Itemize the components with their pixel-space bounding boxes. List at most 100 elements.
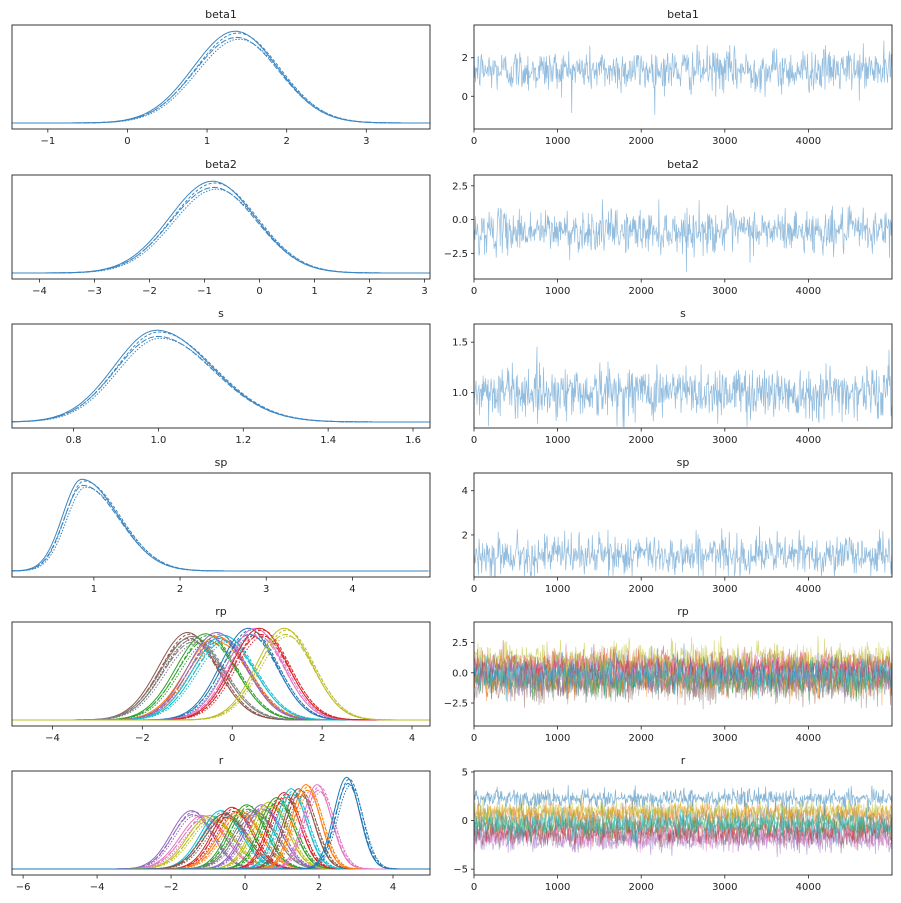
- xtick-label: 2000: [628, 733, 653, 744]
- plot-area: [12, 180, 430, 274]
- axes-frame: [11, 770, 431, 876]
- density-line: [12, 480, 430, 572]
- xtick-label: 2000: [628, 286, 653, 297]
- axes-frame: [473, 24, 893, 130]
- trace-line: [474, 656, 892, 704]
- xtick-label: 4000: [796, 136, 821, 147]
- xtick-label: 0: [124, 136, 130, 147]
- ytick-label: 5: [462, 767, 468, 778]
- ytick-label: 2.5: [452, 181, 468, 192]
- xtick-label: 3: [363, 136, 369, 147]
- xtick-label: 4000: [796, 286, 821, 297]
- axes-frame: [11, 174, 431, 280]
- xtick-label: 3000: [712, 733, 737, 744]
- ytick-label: 2: [462, 530, 468, 541]
- xtick-label: −2: [164, 882, 179, 893]
- xtick-label: 1000: [545, 882, 570, 893]
- xtick-label: −2: [142, 286, 157, 297]
- ytick-label: −2.5: [444, 249, 468, 260]
- panel-trace-rp: rp −2.5 0.0 2.5 0 1000 2000 3000 4000: [444, 605, 893, 744]
- xtick-label: 1.6: [405, 435, 421, 446]
- panel-density-beta2: beta2 −4 −3 −2 −1 0 1 2 3: [11, 158, 431, 297]
- xtick-label: 3000: [712, 136, 737, 147]
- plot-area: [12, 329, 430, 423]
- panel-trace-beta1: beta1 0 2 0 1000 2000 3000 4000: [462, 8, 893, 147]
- trace-line: [474, 526, 892, 577]
- panel-title: sp: [215, 456, 228, 469]
- panel-title: beta1: [205, 8, 237, 21]
- density-line: [12, 637, 430, 721]
- panel-trace-sp: sp 2 4 0 1000 2000 3000 4000: [462, 456, 893, 595]
- trace-line: [474, 785, 892, 816]
- panel-title: beta1: [667, 8, 699, 21]
- trace-line: [474, 40, 892, 115]
- xtick-label: 0: [471, 435, 477, 446]
- xtick-label: 4: [409, 733, 415, 744]
- density-line: [13, 639, 430, 721]
- xtick-label: 2000: [628, 584, 653, 595]
- density-line: [12, 335, 430, 423]
- xtick-label: 3: [421, 286, 427, 297]
- xtick-label: 4000: [796, 733, 821, 744]
- plot-area: [12, 30, 430, 124]
- xtick-label: 3000: [712, 286, 737, 297]
- xtick-label: −4: [90, 882, 105, 893]
- panel-title: rp: [677, 605, 689, 618]
- xtick-label: 0: [229, 733, 235, 744]
- xtick-label: 1.4: [320, 435, 336, 446]
- panel-density-sp: sp 1 2 3 4: [11, 456, 431, 595]
- xtick-label: 1000: [545, 136, 570, 147]
- ytick-label: 0: [462, 92, 468, 103]
- plot-area: [12, 776, 430, 870]
- xtick-label: 1: [311, 286, 317, 297]
- xtick-label: 3000: [712, 584, 737, 595]
- xtick-label: 1.2: [235, 435, 251, 446]
- plot-area: [474, 40, 892, 115]
- density-line: [13, 188, 430, 274]
- xtick-label: 1.0: [150, 435, 166, 446]
- panel-title: beta2: [205, 158, 237, 171]
- plot-area: [474, 526, 892, 577]
- panel-density-rp: rp −4 −2 0 2 4: [11, 605, 431, 744]
- panel-title: s: [680, 307, 686, 320]
- xtick-label: 2: [316, 882, 322, 893]
- density-line: [12, 778, 430, 870]
- xtick-label: 0: [471, 882, 477, 893]
- ytick-label: 2.5: [452, 638, 468, 649]
- axes-frame: [473, 174, 893, 280]
- density-line: [12, 636, 430, 721]
- trace-line: [474, 817, 892, 858]
- xtick-label: −1: [40, 136, 55, 147]
- panel-title: sp: [677, 456, 690, 469]
- xtick-label: −4: [32, 286, 47, 297]
- density-line: [12, 641, 430, 721]
- density-line: [12, 814, 429, 870]
- xtick-label: 1: [91, 584, 97, 595]
- ytick-label: 4: [462, 486, 468, 497]
- density-line: [12, 182, 430, 274]
- trace-line: [474, 635, 892, 685]
- xtick-label: 4: [349, 584, 355, 595]
- xtick-label: 1000: [545, 584, 570, 595]
- xtick-label: 4: [390, 882, 396, 893]
- axes-frame: [11, 323, 431, 429]
- density-line: [12, 180, 429, 274]
- xtick-label: −2: [135, 733, 150, 744]
- trace-line: [474, 346, 892, 428]
- plot-area: [474, 785, 892, 858]
- density-line: [13, 635, 430, 721]
- ytick-label: 1.0: [452, 388, 468, 399]
- xtick-label: 0: [471, 584, 477, 595]
- xtick-label: −4: [45, 733, 60, 744]
- panel-density-s: s 0.8 1.0 1.2 1.4 1.6: [11, 307, 431, 446]
- plot-area: [474, 635, 892, 710]
- density-line: [12, 641, 430, 721]
- axes-frame: [473, 621, 893, 727]
- xtick-label: 1000: [545, 733, 570, 744]
- xtick-label: 2: [283, 136, 289, 147]
- panel-title: beta2: [667, 158, 699, 171]
- density-line: [12, 633, 429, 721]
- plot-area: [474, 199, 892, 272]
- panel-title: s: [218, 307, 224, 320]
